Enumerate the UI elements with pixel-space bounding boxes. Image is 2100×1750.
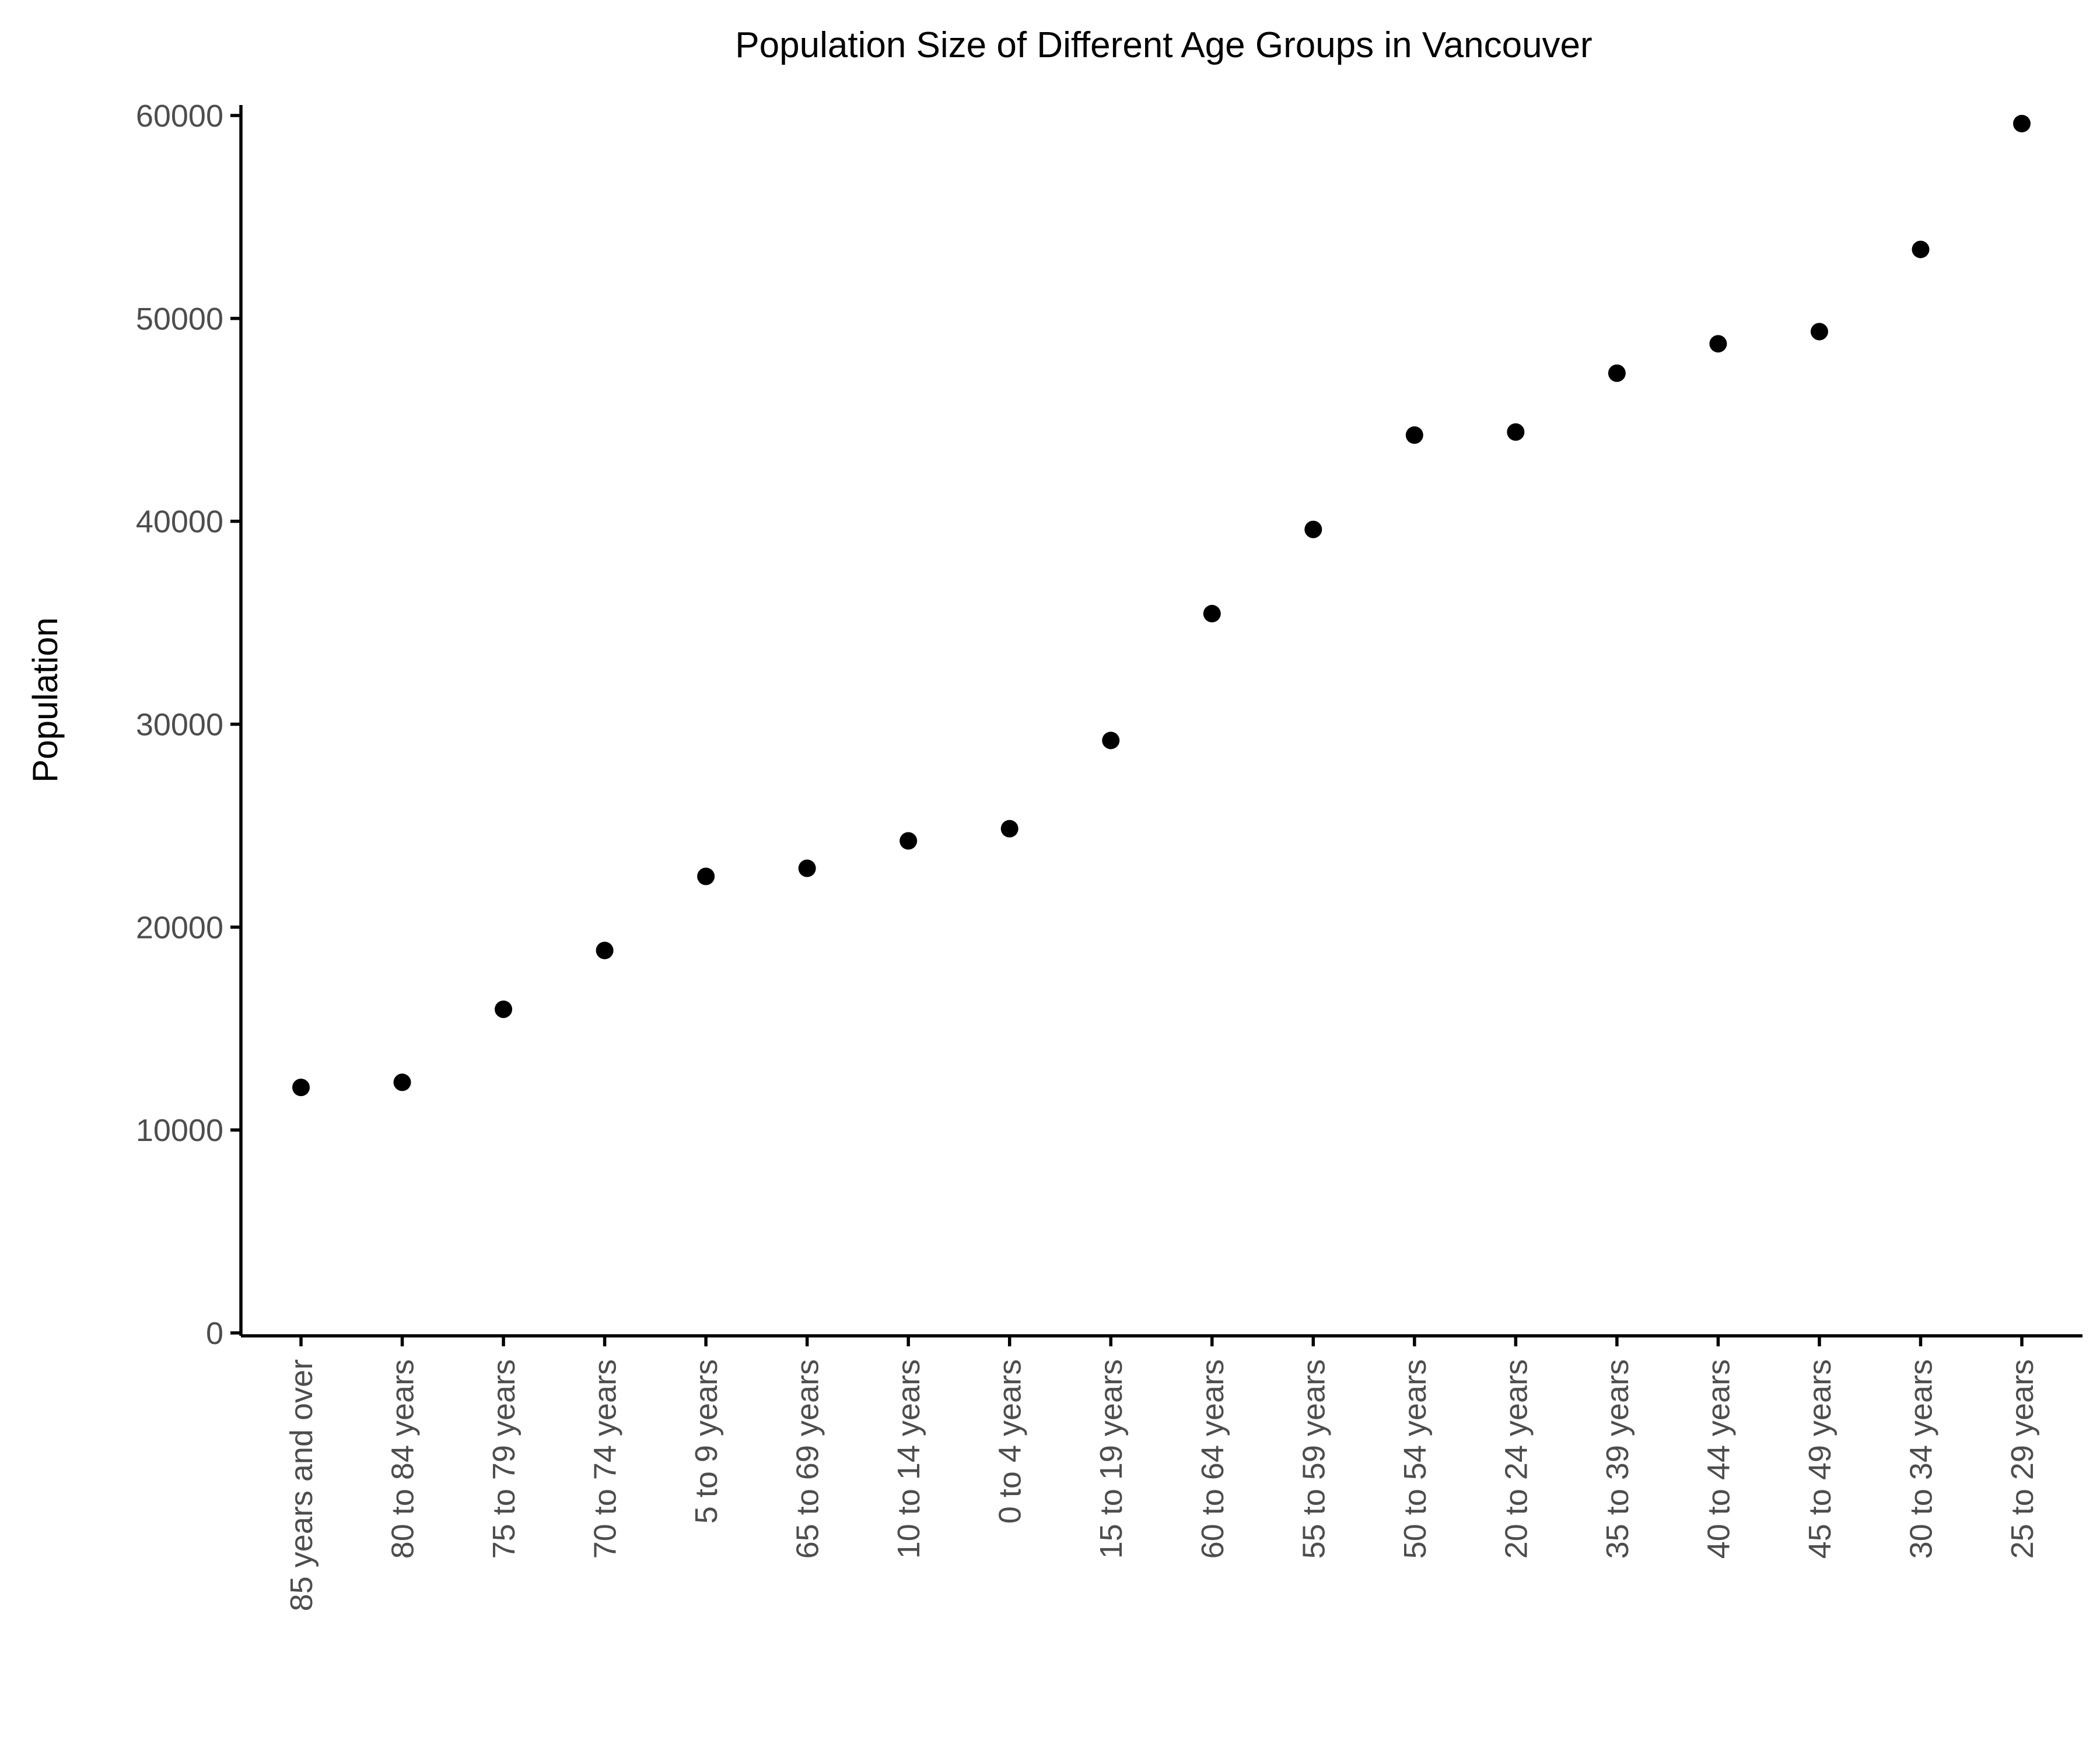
x-tick-label: 50 to 54 years bbox=[1398, 1359, 1433, 1559]
y-axis-title: Population bbox=[26, 617, 65, 783]
x-tick-label: 60 to 64 years bbox=[1195, 1359, 1230, 1559]
data-point bbox=[393, 1073, 411, 1091]
x-tick-label: 45 to 49 years bbox=[1803, 1359, 1838, 1559]
x-tick-label: 30 to 34 years bbox=[1903, 1359, 1938, 1559]
data-point bbox=[1709, 335, 1727, 353]
x-tick-label: 25 to 29 years bbox=[2005, 1359, 2040, 1559]
x-tick-label: 75 to 79 years bbox=[487, 1359, 522, 1559]
data-point bbox=[798, 859, 816, 877]
data-point bbox=[1000, 820, 1019, 838]
y-tick-label: 10000 bbox=[136, 1113, 223, 1148]
y-axis-ticks: 0 10000 20000 30000 40000 50000 60000 bbox=[136, 99, 241, 1351]
x-tick-label: 65 to 69 years bbox=[790, 1359, 825, 1559]
x-tick-label: 0 to 4 years bbox=[993, 1359, 1028, 1524]
x-tick-label: 5 to 9 years bbox=[689, 1359, 724, 1524]
x-tick-label: 80 to 84 years bbox=[386, 1359, 421, 1559]
x-tick-label: 40 to 44 years bbox=[1701, 1359, 1736, 1559]
data-point bbox=[1304, 520, 1322, 538]
data-point bbox=[596, 942, 614, 960]
data-point bbox=[1810, 323, 1828, 341]
x-tick-label: 55 to 59 years bbox=[1296, 1359, 1331, 1559]
y-tick-label: 20000 bbox=[136, 910, 223, 945]
x-tick-label: 20 to 24 years bbox=[1499, 1359, 1534, 1559]
y-tick-label: 0 bbox=[206, 1316, 223, 1351]
x-tick-label: 70 to 74 years bbox=[588, 1359, 623, 1559]
data-point bbox=[292, 1079, 310, 1097]
data-point bbox=[1203, 604, 1221, 622]
y-tick-label: 30000 bbox=[136, 708, 223, 743]
data-point bbox=[495, 1000, 513, 1019]
data-point bbox=[1912, 240, 1930, 258]
chart-title: Population Size of Different Age Groups … bbox=[735, 25, 1592, 65]
y-tick-label: 50000 bbox=[136, 302, 223, 337]
x-axis-ticks: 85 years and over 80 to 84 years 75 to 79 … bbox=[284, 1336, 2040, 1611]
data-point bbox=[1405, 426, 1423, 444]
data-point bbox=[1608, 364, 1626, 382]
data-point bbox=[697, 867, 715, 886]
data-point bbox=[900, 832, 918, 850]
x-tick-label: 15 to 19 years bbox=[1094, 1359, 1129, 1559]
data-point bbox=[1507, 423, 1525, 441]
x-tick-label: 10 to 14 years bbox=[891, 1359, 926, 1559]
data-points bbox=[292, 114, 2031, 1097]
x-tick-label: 85 years and over bbox=[284, 1359, 319, 1611]
x-tick-label: 35 to 39 years bbox=[1600, 1359, 1635, 1559]
data-point bbox=[2013, 114, 2031, 132]
axes bbox=[239, 105, 2082, 1338]
y-tick-label: 60000 bbox=[136, 99, 223, 134]
data-point bbox=[1102, 732, 1120, 750]
y-tick-label: 40000 bbox=[136, 505, 223, 540]
